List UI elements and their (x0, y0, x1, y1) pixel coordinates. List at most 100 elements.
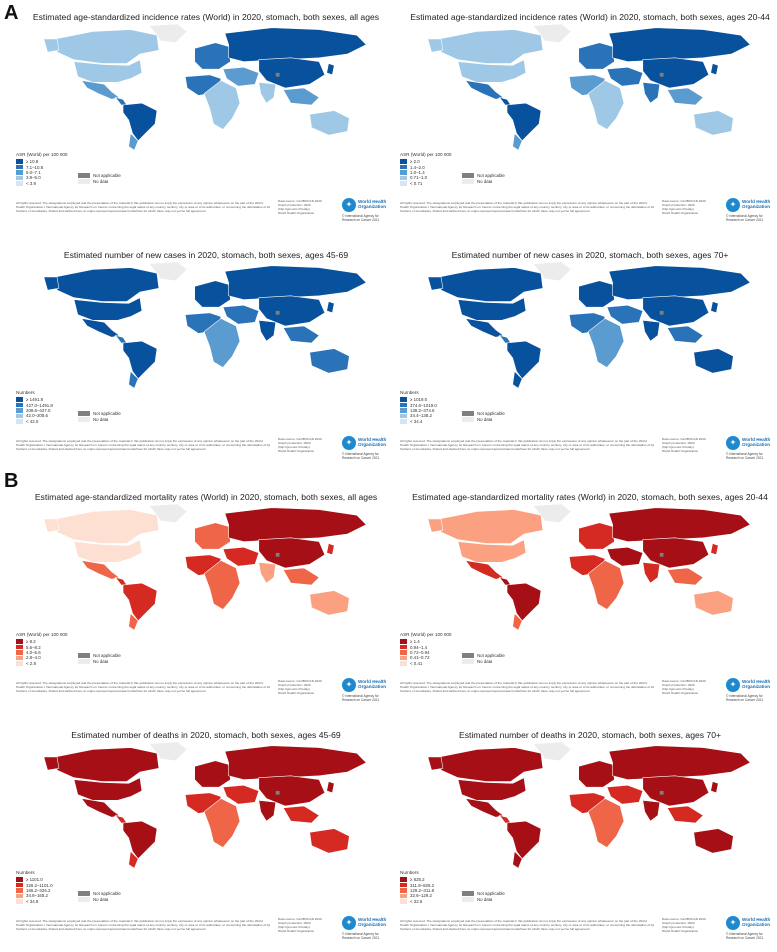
world-choropleth-map (427, 23, 751, 151)
region-jp (710, 63, 719, 76)
region-cn (258, 57, 326, 89)
legend-label: ≥ 1491.8 (26, 397, 44, 403)
region-in (258, 82, 277, 104)
region-sa (122, 102, 158, 142)
legend-swatch (16, 170, 23, 175)
legend-item: 4.0–5.6 (16, 650, 176, 655)
legend-item: 5.6–8.2 (16, 644, 176, 650)
region-sea (282, 87, 320, 106)
legend-swatch (400, 650, 407, 655)
legend-label: < 42.0 (26, 418, 39, 424)
legend-label: < 34.4 (410, 418, 423, 424)
region-ca2 (114, 96, 128, 106)
who-name: World Health Organization (358, 437, 387, 447)
legend-label: 129.2–311.8 (410, 887, 435, 893)
legend-item: 427.0–1491.8 (16, 402, 176, 408)
legend-swatch (400, 159, 407, 164)
region-ar (512, 370, 523, 389)
who-emblem-icon: ✦ (726, 198, 740, 212)
legend-item: ≥ 2.0 (400, 159, 560, 164)
legend-item: < 0.41 (400, 661, 560, 666)
iarc-credit: © International Agency for Research on Ca… (726, 694, 764, 702)
iarc-credit: © International Agency for Research on Ca… (726, 932, 764, 940)
legend-label: 0.94–1.4 (410, 644, 428, 650)
map-title: Estimated number of deaths in 2020, stom… (71, 730, 341, 740)
region-af (587, 80, 625, 130)
who-logo: ✦ World Health Organization © Internation… (726, 436, 777, 464)
legend-swatch (400, 175, 407, 181)
map-legend: ASR (World) per 100 000 ≥ 8.2 5.6–8.2 4.0–5… (16, 632, 176, 666)
region-sea (666, 567, 704, 586)
legend-label: < 32.6 (410, 898, 423, 904)
legend-label: 0.41–0.72 (410, 655, 430, 661)
world-choropleth-map (43, 503, 367, 631)
region-ru (224, 27, 367, 62)
map-panel-a-1: Estimated age-standardized incidence rat… (16, 12, 396, 234)
who-name: World Health Organization (742, 679, 771, 689)
region-ca (54, 29, 160, 64)
data-source-text: Data source: GLOBOCAN 2020 Graph producti… (662, 917, 706, 933)
region-not-applicable (275, 310, 280, 315)
map-panel-a-3: Estimated number of new cases in 2020, s… (16, 250, 396, 472)
legend-swatch (16, 893, 23, 899)
region-eu (578, 42, 615, 70)
region-sa (506, 582, 542, 622)
legend-title: ASR (World) per 100 000 (16, 632, 68, 637)
legend-item: 34.4–138.2 (400, 413, 560, 418)
region-na (43, 38, 60, 53)
region-sa (122, 820, 158, 860)
region-sea (282, 567, 320, 586)
region-me (606, 784, 644, 805)
region-au (309, 828, 350, 854)
map-legend: ASR (World) per 100 000 ≥ 10.8 7.1–10.8 5.0… (16, 152, 176, 186)
legend-no-data: No data (78, 416, 121, 422)
legend-swatch (16, 639, 23, 644)
region-au (693, 590, 734, 616)
map-legend: Numbers ≥ 1491.8 427.0–1491.8 208.6–427.0 42… (16, 390, 176, 424)
legend-swatch (400, 639, 407, 644)
disclaimer-text: All rights reserved. The designations em… (16, 681, 271, 693)
legend-swatch (400, 170, 407, 175)
region-au (309, 348, 350, 374)
legend-label: 208.6–427.0 (26, 407, 51, 413)
legend-swatch (400, 882, 407, 888)
region-af (587, 318, 625, 368)
legend-swatch (400, 898, 407, 904)
region-af (203, 798, 241, 848)
legend-label: 4.0–5.6 (26, 649, 41, 655)
region-mx (464, 798, 504, 818)
disclaimer-text: All rights reserved. The designations em… (16, 919, 271, 931)
world-choropleth-map (43, 261, 367, 389)
region-mx (464, 318, 504, 338)
region-eu (194, 280, 231, 308)
who-name: World Health Organization (742, 437, 771, 447)
legend-item: ≥ 8.2 (16, 639, 176, 644)
region-na (43, 276, 60, 291)
who-emblem-icon: ✦ (342, 436, 356, 450)
region-cn (258, 537, 326, 569)
legend-swatch (16, 402, 23, 408)
who-emblem-icon: ✦ (726, 678, 740, 692)
legend-label: 427.0–1491.8 (26, 402, 53, 408)
region-ar (128, 132, 139, 151)
legend-label: 374.6–1019.0 (410, 402, 437, 408)
legend-label: 0.71–1.0 (410, 175, 428, 181)
region-sea (282, 805, 320, 824)
legend-item: < 32.6 (400, 899, 560, 904)
legend-item: 0.71–1.0 (400, 175, 560, 180)
region-af (203, 80, 241, 130)
region-not-applicable (275, 72, 280, 77)
map-title: Estimated number of new cases in 2020, s… (63, 250, 349, 260)
region-ru (608, 265, 751, 300)
legend-no-data: No data (462, 178, 505, 184)
legend-title: Numbers (400, 870, 419, 875)
legend-label: < 0.71 (410, 180, 423, 186)
region-ca2 (498, 334, 512, 344)
legend-label: 0.72–0.94 (410, 649, 430, 655)
legend-no-data: No data (78, 178, 121, 184)
region-us (73, 777, 143, 801)
region-ca (438, 509, 544, 544)
region-us (457, 297, 527, 321)
region-af (587, 798, 625, 848)
region-not-applicable (659, 790, 664, 795)
